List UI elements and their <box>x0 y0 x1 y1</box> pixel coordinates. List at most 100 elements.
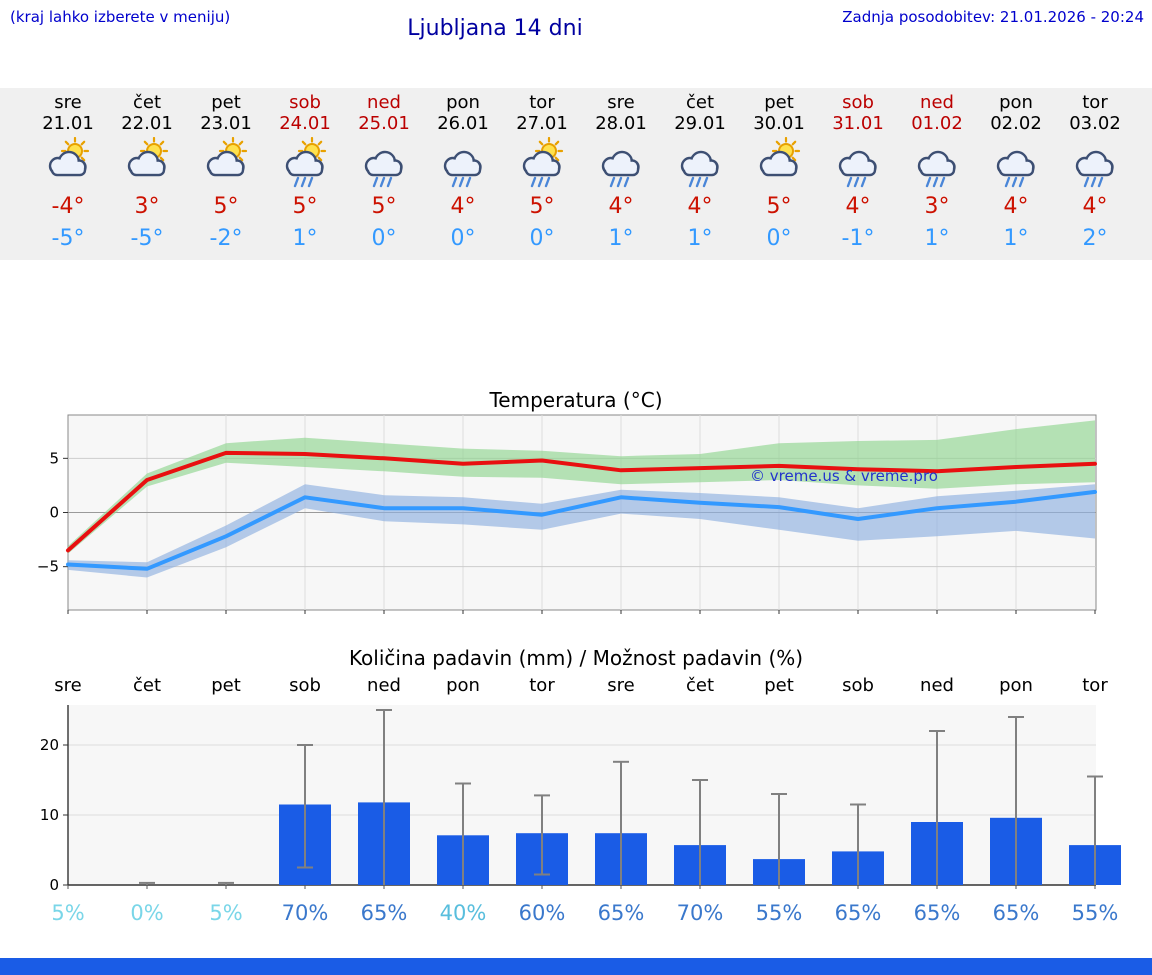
svg-text:20: 20 <box>40 736 59 754</box>
precip-day-labels-row: sre čet pet sob ned pon tor sre čet pet sob ned pon t… <box>0 675 1152 699</box>
precip-probability-label: 5% <box>209 901 243 925</box>
temp-high: 4° <box>845 194 871 219</box>
day-date: 22.01 <box>121 113 173 134</box>
weather-cloud-rain-icon <box>345 136 424 192</box>
temp-low: 1° <box>687 226 713 251</box>
temp-low: 1° <box>292 226 318 251</box>
precip-percent-row: 5% 0% 5% 70% 65% 40% 60% 65% 70% 55% 65% 65% 65% 55% <box>0 901 1152 931</box>
day-name: ned <box>920 92 954 113</box>
precip-day-label: sob <box>289 675 321 696</box>
day-name: sob <box>289 92 321 113</box>
precip-probability-label: 65% <box>992 901 1040 925</box>
page-title: Ljubljana 14 dni <box>407 16 583 41</box>
day-date: 25.01 <box>358 113 410 134</box>
forecast-day-25.01: ned 25.01 5° 0° <box>345 88 424 251</box>
day-date: 28.01 <box>595 113 647 134</box>
temp-high: 5° <box>371 194 397 219</box>
weather-sun-cloud-rain-icon <box>266 136 345 192</box>
precip-day-label: pet <box>764 675 794 696</box>
day-name: sre <box>607 92 635 113</box>
weather-sun-cloud-rain-icon <box>503 136 582 192</box>
precip-day-label: sre <box>54 675 82 696</box>
temp-low: 0° <box>450 226 476 251</box>
temp-high: 4° <box>450 194 476 219</box>
day-name: tor <box>529 92 555 113</box>
precip-probability-label: 60% <box>518 901 566 925</box>
precip-day-label: čet <box>132 675 162 696</box>
forecast-day-21.01: sre 21.01 -4° -5° <box>29 88 108 251</box>
precip-probability-label: 65% <box>597 901 645 925</box>
weather-cloud-rain-icon <box>661 136 740 192</box>
temp-low: -2° <box>209 226 243 251</box>
day-name: pon <box>999 92 1033 113</box>
forecast-day-28.01: sre 28.01 4° 1° <box>582 88 661 251</box>
svg-text:0: 0 <box>49 504 59 522</box>
svg-text:−5: −5 <box>37 558 59 576</box>
precip-day-label: sre <box>607 675 635 696</box>
temp-low: 1° <box>608 226 634 251</box>
temp-high: 4° <box>1003 194 1029 219</box>
temp-low: 0° <box>766 226 792 251</box>
day-name: tor <box>1082 92 1108 113</box>
temp-low: 0° <box>371 226 397 251</box>
temperature-chart-title: Temperatura (°C) <box>489 388 663 412</box>
temp-low: 0° <box>529 226 555 251</box>
temp-high: 5° <box>766 194 792 219</box>
weather-cloud-rain-icon <box>898 136 977 192</box>
day-date: 03.02 <box>1069 113 1121 134</box>
temp-low: 2° <box>1082 226 1108 251</box>
forecast-day-24.01: sob 24.01 5° 1° <box>266 88 345 251</box>
precip-day-label: ned <box>367 675 401 696</box>
temp-low: -5° <box>130 226 164 251</box>
precipitation-chart-title: Količina padavin (mm) / Možnost padavin … <box>348 646 804 670</box>
temp-low: -1° <box>841 226 875 251</box>
precip-probability-label: 5% <box>51 901 85 925</box>
forecast-strip: sre 21.01 -4° -5° čet 22.01 3° -5° pet 23.01 5° -2°… <box>0 88 1152 260</box>
precip-probability-label: 40% <box>439 901 487 925</box>
weather-sun-cloud-icon <box>187 136 266 192</box>
last-updated-text: Zadnja posodobitev: 21.01.2026 - 20:24 <box>842 8 1144 26</box>
day-date: 02.02 <box>990 113 1042 134</box>
precip-day-label: tor <box>1082 675 1108 696</box>
day-name: ned <box>367 92 401 113</box>
precip-probability-label: 70% <box>676 901 724 925</box>
temp-high: 4° <box>687 194 713 219</box>
temp-high: -4° <box>51 194 85 219</box>
forecast-day-01.02: ned 01.02 3° 1° <box>898 88 977 251</box>
temp-high: 4° <box>608 194 634 219</box>
day-name: sre <box>54 92 82 113</box>
precip-day-label: pet <box>211 675 241 696</box>
precip-day-label: ned <box>920 675 954 696</box>
forecast-day-22.01: čet 22.01 3° -5° <box>108 88 187 251</box>
temp-high: 3° <box>924 194 950 219</box>
forecast-day-27.01: tor 27.01 5° 0° <box>503 88 582 251</box>
forecast-day-03.02: tor 03.02 4° 2° <box>1056 88 1135 251</box>
day-name: pon <box>446 92 480 113</box>
weather-sun-cloud-icon <box>29 136 108 192</box>
precip-day-label: pon <box>446 675 480 696</box>
day-date: 01.02 <box>911 113 963 134</box>
temp-high: 5° <box>213 194 239 219</box>
temp-high: 3° <box>134 194 160 219</box>
precip-probability-label: 0% <box>130 901 164 925</box>
precip-day-label: pon <box>999 675 1033 696</box>
weather-cloud-rain-icon <box>424 136 503 192</box>
weather-cloud-rain-icon <box>977 136 1056 192</box>
weather-sun-cloud-icon <box>108 136 187 192</box>
weather-cloud-rain-icon <box>1056 136 1135 192</box>
day-name: čet <box>132 92 162 113</box>
day-date: 21.01 <box>42 113 94 134</box>
precip-probability-label: 65% <box>913 901 961 925</box>
day-date: 24.01 <box>279 113 331 134</box>
temp-high: 5° <box>292 194 318 219</box>
day-name: pet <box>211 92 241 113</box>
day-date: 30.01 <box>753 113 805 134</box>
svg-text:5: 5 <box>49 449 59 467</box>
day-date: 29.01 <box>674 113 726 134</box>
precip-day-label: sob <box>842 675 874 696</box>
temp-high: 5° <box>529 194 555 219</box>
precip-probability-label: 55% <box>755 901 803 925</box>
temp-low: 1° <box>924 226 950 251</box>
temp-low: -5° <box>51 226 85 251</box>
menu-hint-text: (kraj lahko izberete v meniju) <box>10 8 231 26</box>
